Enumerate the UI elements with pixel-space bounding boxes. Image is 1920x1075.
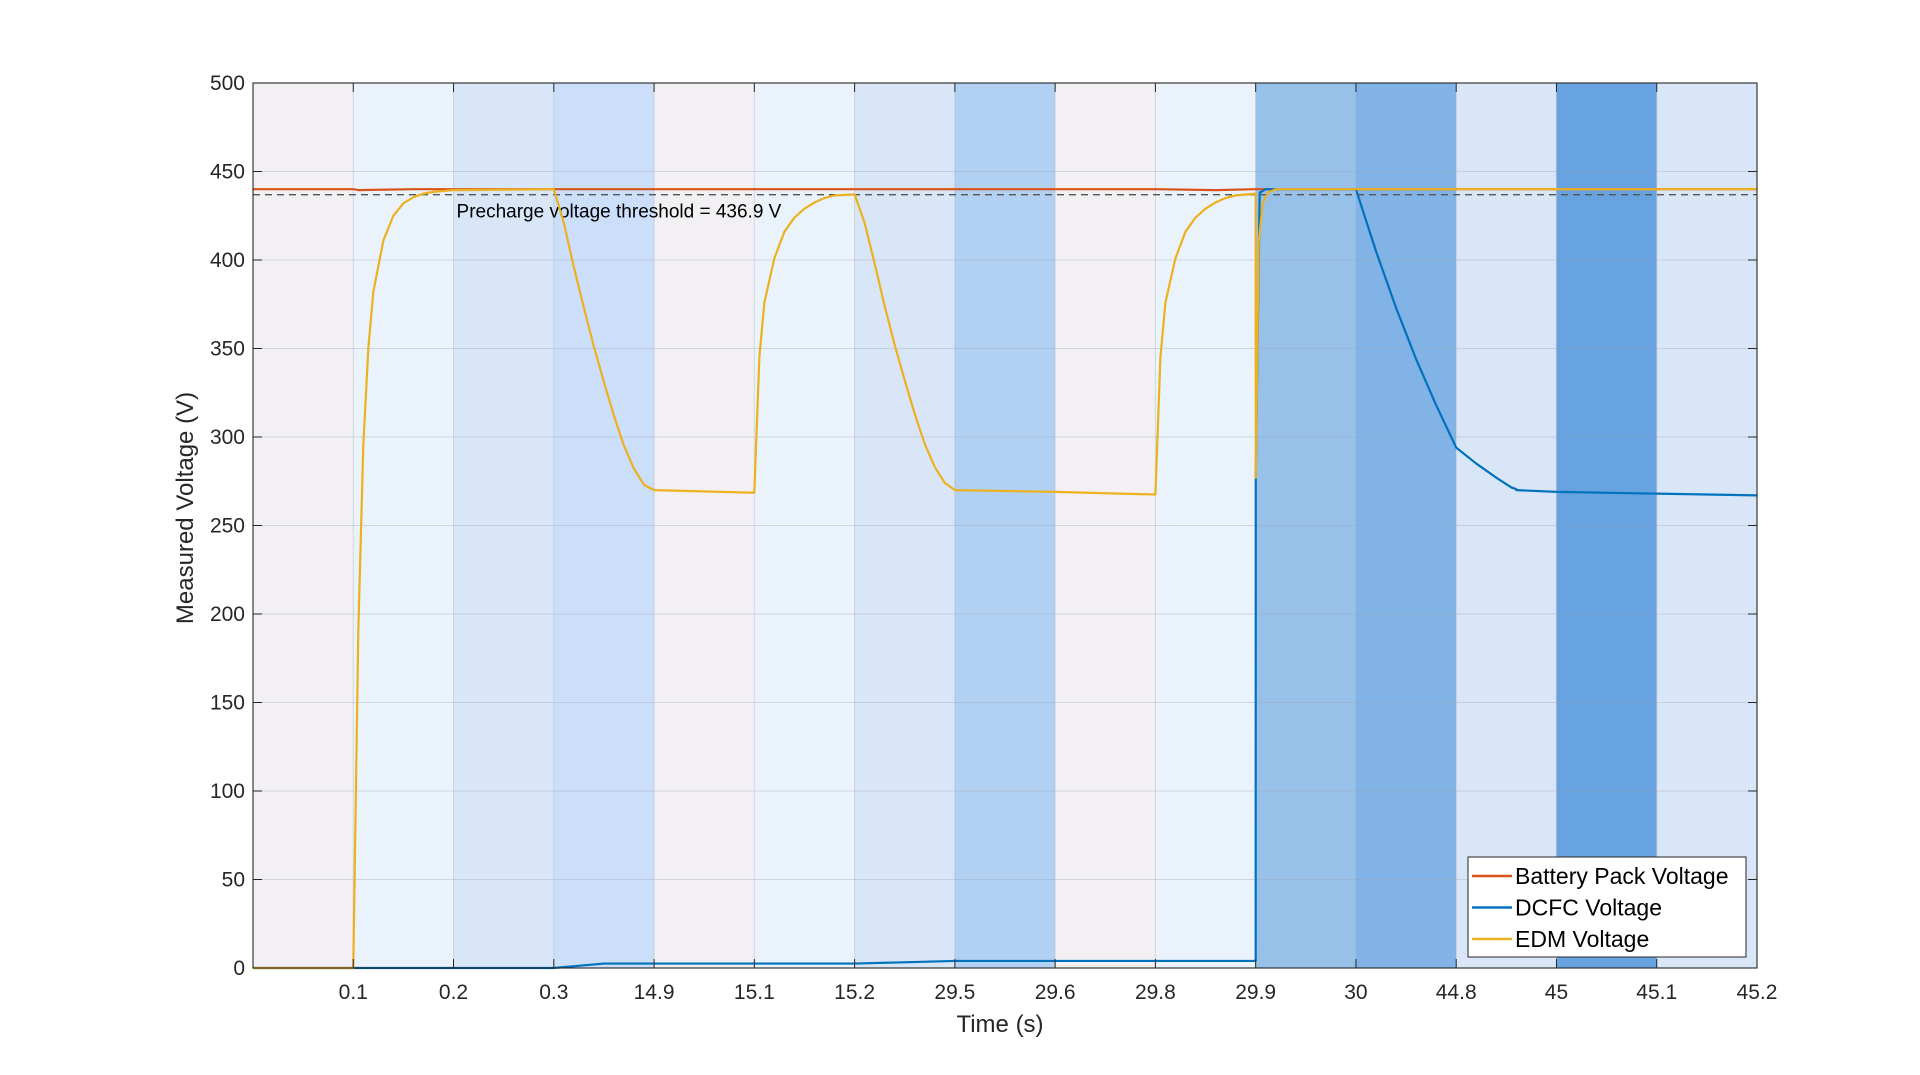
x-tick-label: 14.9: [634, 981, 675, 1004]
background-band: [1255, 83, 1356, 968]
series-line: [253, 188, 1758, 970]
x-tick-label: 0.1: [339, 981, 368, 1004]
y-tick-label: 350: [210, 338, 245, 361]
background-band: [954, 83, 1056, 968]
background-band: [854, 83, 955, 968]
legend-entry-label: DCFC Voltage: [1515, 895, 1662, 921]
background-band: [1556, 83, 1657, 968]
y-tick-label: 150: [210, 692, 245, 715]
x-tick-labels: 0.1 0.2 0.3 14.9 15.1 15.2 29.5 29.6 29.8 29.9 30 4…: [339, 981, 1778, 1004]
background-band: [1155, 83, 1256, 968]
series-line: [253, 188, 1757, 970]
y-tick-label: 0: [233, 957, 245, 980]
threshold-label: Precharge voltage threshold = 436.9 V: [457, 202, 782, 223]
x-tick-label: 15.1: [734, 981, 775, 1004]
legend-entry-label: EDM Voltage: [1515, 926, 1649, 952]
y-tick-label: 250: [210, 515, 245, 538]
background-band: [553, 83, 655, 968]
legend: Battery Pack Voltage DCFC Voltage EDM Volt…: [1467, 856, 1747, 958]
series-line: [253, 188, 1757, 192]
background-band: [1055, 83, 1156, 968]
background-band: [654, 83, 755, 968]
x-tick-label: 30: [1344, 981, 1367, 1004]
y-tick-labels: 0 50 100 150 200 250 300 350 400 450 500: [210, 72, 245, 980]
x-tick-label: 0.3: [539, 981, 568, 1004]
axes: [252, 82, 1758, 969]
y-axis-label: Measured Voltage (V): [172, 392, 199, 624]
y-tick-label: 500: [210, 72, 245, 95]
x-tick-label: 0.2: [439, 981, 468, 1004]
x-tick-label: 29.5: [934, 981, 975, 1004]
x-tick-label: 45.1: [1636, 981, 1677, 1004]
background-band: [1656, 83, 1757, 968]
background-bands: [253, 83, 1757, 968]
y-tick-label: 50: [222, 869, 245, 892]
x-tick-label: 29.9: [1235, 981, 1276, 1004]
y-tick-label: 300: [210, 426, 245, 449]
threshold-group: Precharge voltage threshold = 436.9 V: [253, 194, 1757, 223]
y-tick-label: 450: [210, 161, 245, 184]
legend-box: [1467, 856, 1747, 958]
background-band: [754, 83, 855, 968]
x-tick-label: 15.2: [834, 981, 875, 1004]
legend-entry-label: Battery Pack Voltage: [1515, 863, 1729, 889]
x-tick-label: 29.8: [1135, 981, 1176, 1004]
x-tick-label: 44.8: [1436, 981, 1477, 1004]
x-tick-label: 45.2: [1737, 981, 1778, 1004]
y-tick-label: 400: [210, 249, 245, 272]
x-tick-label: 45: [1545, 981, 1568, 1004]
background-band: [453, 83, 554, 968]
background-band: [1355, 83, 1457, 968]
y-tick-label: 200: [210, 603, 245, 626]
background-band: [1456, 83, 1557, 968]
x-tick-label: 29.6: [1035, 981, 1076, 1004]
background-band: [253, 83, 354, 968]
series-lines: [253, 188, 1758, 970]
background-band: [353, 83, 454, 968]
x-axis-label: Time (s): [956, 1011, 1043, 1038]
y-tick-label: 100: [210, 780, 245, 803]
